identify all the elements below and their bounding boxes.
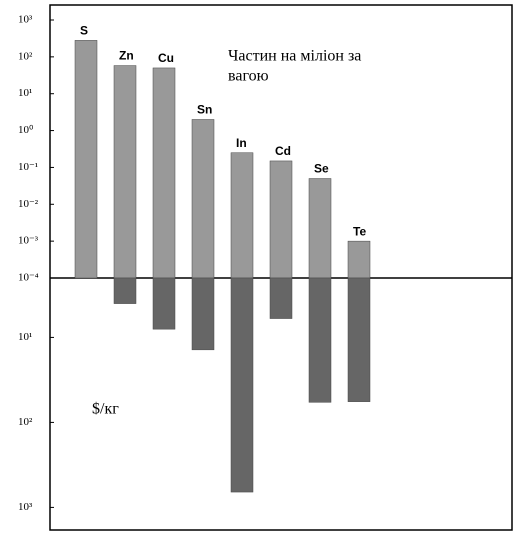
- y-tick-label: 10⁻⁴: [18, 272, 39, 284]
- bar: [113, 277, 137, 304]
- category-label: In: [236, 136, 247, 150]
- y-tick-label: 10⁻¹: [18, 161, 38, 173]
- category-label: S: [80, 24, 88, 38]
- y-tick-label: 10¹: [18, 87, 32, 99]
- y-tick-label: 10²: [18, 416, 33, 428]
- category-label: Se: [314, 162, 329, 176]
- y-tick-label: 10³: [18, 14, 33, 26]
- y-tick-label: 10⁰: [18, 124, 34, 136]
- frame: [49, 4, 513, 531]
- bar: [113, 65, 137, 279]
- category-label: Zn: [119, 49, 134, 63]
- bar: [230, 277, 254, 493]
- bar: [308, 277, 332, 403]
- y-tick-label: 10¹: [18, 331, 32, 343]
- bar: [74, 40, 98, 279]
- bar: [230, 152, 254, 279]
- bar: [191, 277, 215, 351]
- bar: [347, 277, 371, 402]
- annotation: Частин на міліон за: [228, 48, 361, 65]
- category-label: Te: [353, 224, 366, 238]
- y-tick-label: 10³: [18, 501, 33, 513]
- annotation: $/кг: [92, 401, 119, 418]
- y-tick-label: 10⁻²: [18, 198, 39, 210]
- category-label: Cu: [158, 51, 174, 65]
- category-label: Cd: [275, 144, 291, 158]
- annotation: вагою: [228, 68, 269, 85]
- bar: [308, 178, 332, 279]
- bar: [269, 277, 293, 319]
- bar: [347, 240, 371, 279]
- y-tick-label: 10²: [18, 50, 33, 62]
- y-tick-label: 10⁻³: [18, 235, 39, 247]
- bar: [152, 277, 176, 330]
- bar: [152, 67, 176, 279]
- bar: [269, 160, 293, 279]
- category-label: Sn: [197, 103, 212, 117]
- bar: [191, 119, 215, 279]
